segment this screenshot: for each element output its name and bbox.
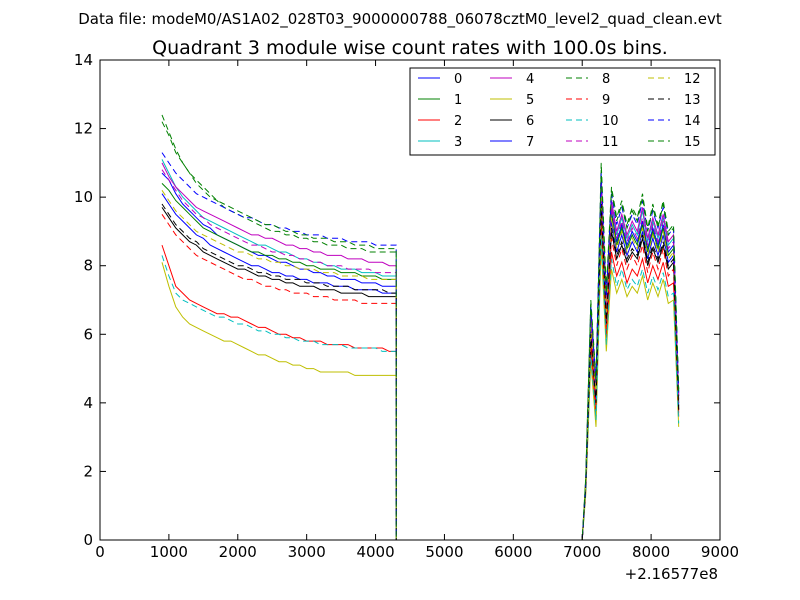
- legend-label-13: 13: [684, 93, 701, 108]
- legend-label-12: 12: [684, 72, 701, 87]
- series-line-14: [161, 152, 680, 541]
- y-tick-label: 12: [74, 120, 93, 138]
- series-layer: [161, 114, 680, 541]
- series-line-1: [161, 183, 680, 541]
- x-tick-label: 1000: [150, 543, 188, 561]
- legend-label-3: 3: [454, 135, 462, 150]
- legend-label-2: 2: [454, 114, 462, 129]
- series-line-2: [161, 227, 680, 541]
- series-line-11: [161, 169, 680, 541]
- chart-suptitle: Data file: modeM0/AS1A02_028T03_90000007…: [78, 10, 722, 29]
- legend-label-9: 9: [602, 93, 610, 108]
- y-tick-label: 8: [83, 257, 93, 275]
- x-tick-label: 6000: [494, 543, 532, 561]
- legend-label-10: 10: [602, 114, 619, 129]
- legend-label-15: 15: [684, 135, 701, 150]
- y-tick-label: 4: [83, 394, 93, 412]
- chart-title: Quadrant 3 module wise count rates with …: [152, 37, 668, 59]
- legend-frame: [409, 67, 716, 156]
- x-tick-label: 5000: [425, 543, 463, 561]
- x-tick-label: 9000: [701, 543, 739, 561]
- legend-label-14: 14: [684, 114, 701, 129]
- series-line-6: [161, 207, 680, 541]
- y-tick-label: 14: [74, 51, 93, 69]
- legend-label-5: 5: [526, 93, 534, 108]
- legend-label-1: 1: [454, 93, 462, 108]
- series-line-4: [161, 162, 680, 541]
- series-line-12: [161, 190, 680, 541]
- x-offset-label: +2.16577e8: [625, 565, 718, 583]
- x-tick-label: 2000: [219, 543, 257, 561]
- y-tick-label: 2: [83, 462, 93, 480]
- legend-label-4: 4: [526, 72, 534, 87]
- x-tick-label: 4000: [356, 543, 394, 561]
- series-line-15: [161, 121, 680, 541]
- x-tick-label: 3000: [288, 543, 326, 561]
- x-tick-label: 7000: [563, 543, 601, 561]
- y-tick-label: 10: [74, 188, 93, 206]
- series-line-5: [161, 245, 680, 541]
- legend-label-7: 7: [526, 135, 534, 150]
- y-tick-label: 6: [83, 325, 93, 343]
- series-line-7: [161, 193, 680, 541]
- series-line-13: [161, 203, 680, 541]
- plot-frame: [99, 59, 721, 541]
- series-line-9: [161, 214, 680, 541]
- legend-label-6: 6: [526, 114, 534, 129]
- x-axis: 0 1000 2000 3000 4000 5000 6000 7000 8000 9000: [95, 60, 739, 561]
- legend-label-0: 0: [454, 72, 462, 87]
- legend-label-11: 11: [602, 135, 619, 150]
- x-tick-label: 0: [95, 543, 105, 561]
- legend-label-8: 8: [602, 72, 610, 87]
- x-tick-label: 8000: [632, 543, 670, 561]
- y-tick-label: 0: [83, 531, 93, 549]
